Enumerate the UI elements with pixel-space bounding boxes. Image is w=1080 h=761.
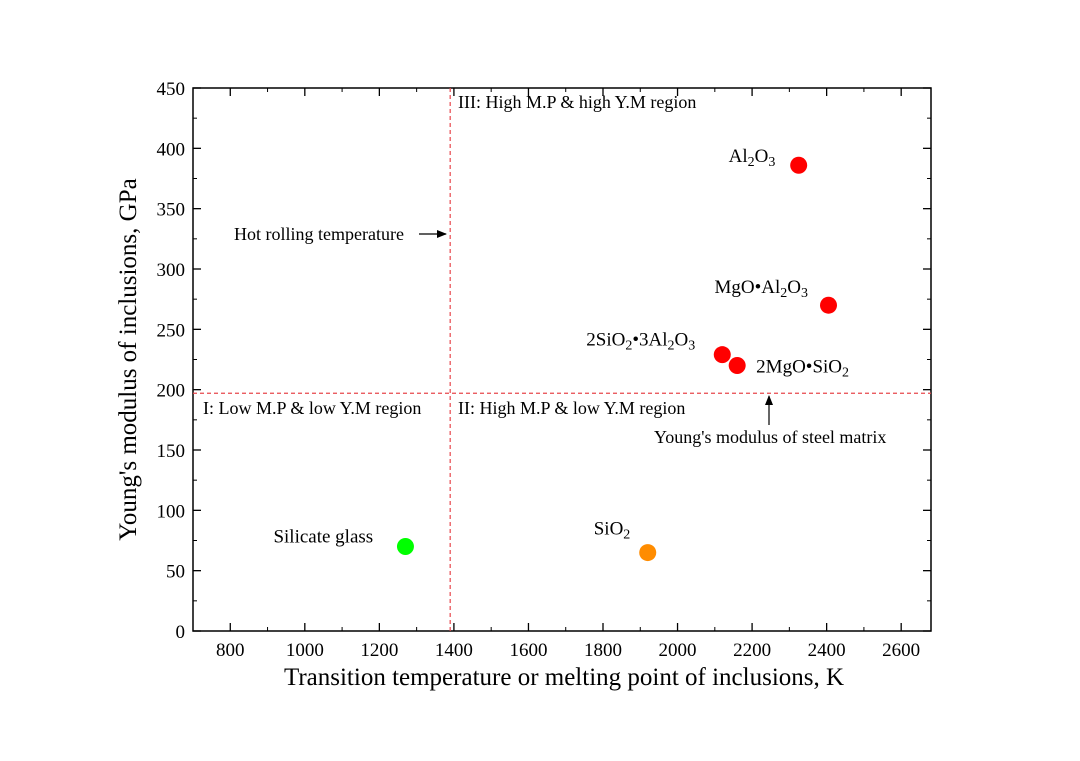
x-tick-label: 1800 — [584, 640, 622, 661]
point-label: SiO2 — [594, 519, 631, 543]
point-label: 2MgO•SiO2 — [756, 357, 849, 381]
x-tick-label: 1200 — [360, 640, 398, 661]
y-axis-title: Young's modulus of inclusions, GPa — [115, 178, 142, 540]
hot-rolling-label: Hot rolling temperature — [234, 224, 404, 244]
x-tick-label: 2400 — [808, 640, 846, 661]
data-point — [820, 296, 837, 314]
data-point — [790, 156, 808, 174]
y-tick-label: 400 — [157, 139, 186, 160]
x-tick-label: 2000 — [659, 640, 697, 661]
y-tick-label: 150 — [157, 441, 186, 462]
steel-matrix-label: Young's modulus of steel matrix — [654, 427, 886, 447]
data-point — [713, 346, 731, 364]
region-label-ii: II: High M.P & low Y.M region — [458, 398, 685, 418]
region-label-i: I: Low M.P & low Y.M region — [203, 398, 421, 418]
x-axis-title: Transition temperature or melting point … — [284, 664, 844, 691]
x-tick-label: 2600 — [882, 640, 920, 661]
y-tick-label: 450 — [157, 79, 186, 100]
point-label: MgO•Al2O3 — [715, 277, 809, 301]
y-tick-label: 50 — [166, 562, 185, 583]
x-tick-label: 2200 — [733, 640, 771, 661]
y-tick-label: 300 — [157, 260, 186, 281]
x-tick-label: 1600 — [509, 640, 547, 661]
y-tick-label: 100 — [157, 501, 186, 522]
y-tick-label: 0 — [176, 622, 186, 643]
data-point — [728, 357, 746, 375]
x-tick-label: 1400 — [435, 640, 473, 661]
data-point — [639, 544, 657, 562]
point-label: 2SiO2•3Al2O3 — [586, 330, 695, 354]
y-tick-label: 350 — [157, 200, 186, 221]
point-label: Silicate glass — [273, 527, 373, 548]
x-tick-label: 800 — [216, 640, 245, 661]
point-label: Al2O3 — [729, 146, 776, 170]
y-tick-label: 250 — [157, 320, 186, 341]
data-point — [396, 538, 414, 556]
region-label-iii: III: High M.P & high Y.M region — [458, 92, 696, 112]
x-tick-label: 1000 — [286, 640, 324, 661]
y-tick-label: 200 — [157, 381, 186, 402]
